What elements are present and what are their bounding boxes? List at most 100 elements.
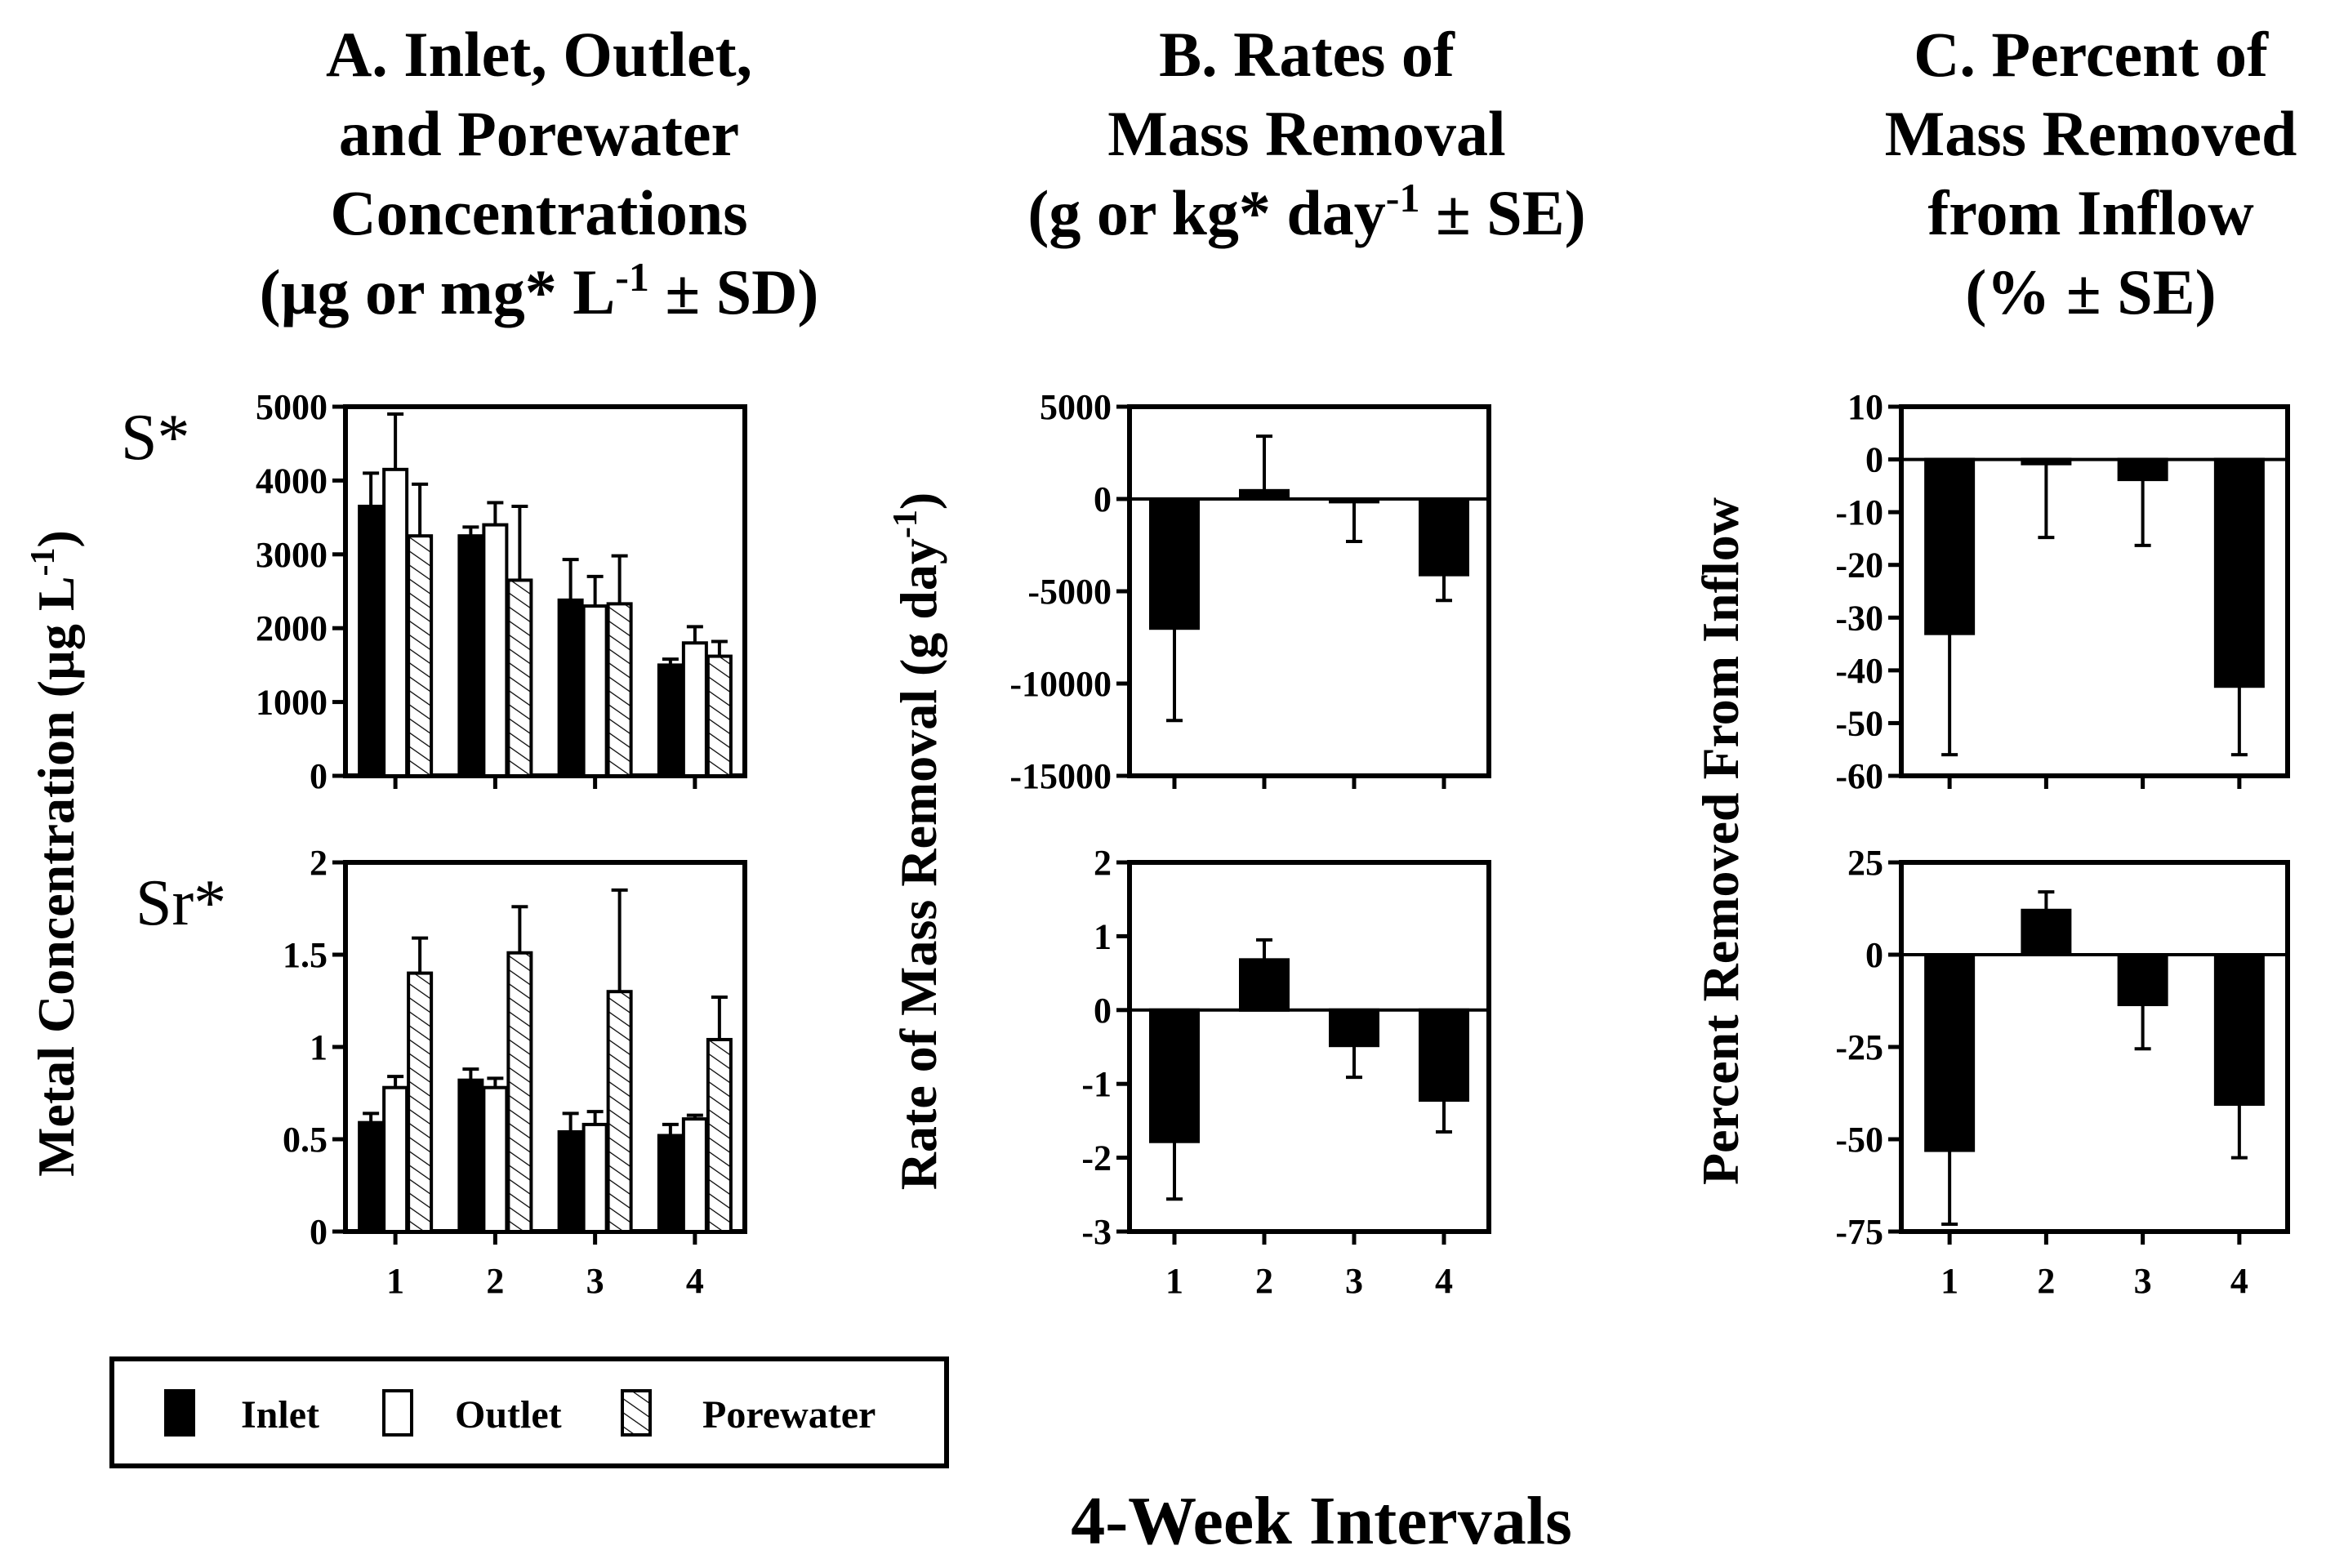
x-tick-label: 4 [1435, 1261, 1453, 1301]
legend-label-porewater: Porewater [702, 1393, 876, 1437]
bar-inlet-4 [657, 663, 684, 778]
element-label-Sr: Sr* [136, 867, 226, 939]
x-tick-label: 1 [1165, 1261, 1183, 1301]
bar-1 [1149, 497, 1200, 630]
y-tick-label: 0 [1094, 991, 1112, 1031]
bar-porewater-3 [606, 602, 633, 777]
y-axis-label-B-tail: ) [889, 492, 947, 510]
bar-4 [2213, 457, 2265, 688]
bar-inlet-3 [557, 1129, 584, 1233]
plot-frame [343, 404, 747, 778]
y-tick-label: -3 [1081, 1212, 1112, 1252]
plot-frame [1899, 404, 2290, 778]
legend-label-outlet: Outlet [455, 1393, 562, 1437]
legend-swatch-outlet [382, 1389, 413, 1437]
title-A-line4: (µg or mg* L-1 ± SD) [260, 254, 819, 327]
title-B-line3-sup: -1 [1386, 175, 1420, 220]
element-label-S: S* [121, 402, 190, 474]
bar-3 [2117, 953, 2168, 1007]
chart-B-S: -15000 -10000 -5000 0 5000 [1009, 387, 1491, 796]
x-tick-label: 3 [2134, 1261, 2152, 1301]
bar-1 [1149, 1008, 1200, 1143]
y-tick-label: -20 [1835, 546, 1883, 586]
y-axis-label-A: Metal Concentration (µg L-1) [25, 530, 85, 1177]
title-C-line4: (% ± SE) [1965, 256, 2216, 327]
y-tick-label: 0 [310, 756, 328, 796]
y-tick-label: -1 [1081, 1064, 1112, 1104]
legend-swatch-porewater [621, 1389, 652, 1437]
y-tick-label: 0 [1094, 479, 1112, 519]
bar-outlet-4 [681, 641, 708, 778]
bar-porewater-2 [506, 951, 533, 1233]
bar-outlet-3 [582, 1122, 608, 1234]
y-tick-label: 1000 [256, 683, 328, 723]
bar-outlet-1 [382, 1085, 409, 1233]
bar-porewater-1 [407, 971, 434, 1233]
chart-B-Sr: -3 -2 -1 0 1 2 1 2 3 4 [1081, 843, 1491, 1301]
x-tick-label: 1 [386, 1261, 404, 1301]
title-C: C. Percent of Mass Removed from Inflow (… [1885, 19, 2297, 327]
chart-C-S: -60 -50 -40 -30 -20 -10 0 10 [1835, 387, 2290, 796]
bar-inlet-4 [657, 1134, 684, 1233]
bar-porewater-4 [706, 1037, 733, 1233]
y-tick-label: 5000 [256, 387, 328, 427]
title-A-line3: Concentrations [330, 177, 747, 248]
x-tick-label: 3 [1345, 1261, 1363, 1301]
y-axis-label-B-sup: -1 [887, 510, 925, 538]
bar-3 [1329, 497, 1379, 504]
title-A-line4-tail: ± SD) [649, 256, 819, 327]
bar-2 [2021, 457, 2072, 466]
y-tick-label: 4000 [256, 461, 328, 501]
y-axis-label-A-main: Metal Concentration (µg L [27, 576, 85, 1176]
y-tick-label: 2 [1094, 843, 1112, 883]
y-tick-label: 0 [1865, 935, 1883, 975]
y-tick-label: -75 [1835, 1212, 1883, 1252]
title-C-line3: from Inflow [1927, 177, 2253, 248]
x-tick-label: 4 [686, 1261, 704, 1301]
bar-porewater-1 [407, 534, 434, 777]
title-B-line3-tail: ± SE) [1419, 177, 1585, 248]
chart-A-Sr: 0 0.5 1 1.5 2 1 2 3 4 [283, 843, 747, 1301]
legend: Inlet Outlet Porewater [109, 1356, 949, 1468]
title-B-line1: B. Rates of [1159, 19, 1455, 90]
y-tick-label: 2 [310, 843, 328, 883]
bar-2 [2021, 908, 2072, 957]
y-tick-label: 1 [310, 1027, 328, 1067]
bar-outlet-2 [482, 523, 509, 777]
y-tick-label: -30 [1835, 598, 1883, 638]
bar-1 [1924, 953, 1976, 1152]
bar-outlet-2 [482, 1085, 509, 1233]
y-tick-label: 0 [310, 1212, 328, 1252]
y-tick-label: -10 [1835, 492, 1883, 532]
y-tick-label: 0 [1865, 440, 1883, 480]
plot-frame [1127, 860, 1491, 1234]
y-tick-label: -50 [1835, 703, 1883, 743]
x-tick-label: 2 [1255, 1261, 1273, 1301]
title-B-line2: Mass Removal [1107, 98, 1505, 169]
bar-1 [1924, 457, 1976, 635]
legend-swatch-inlet [164, 1389, 195, 1437]
y-tick-label: 1.5 [283, 935, 328, 975]
title-B: B. Rates of Mass Removal (g or kg* day-1… [1027, 19, 1585, 248]
y-tick-label: -50 [1835, 1120, 1883, 1160]
bar-3 [1329, 1008, 1379, 1048]
y-axis-label-C: Percent Removed From Inflow [1691, 497, 1749, 1185]
x-tick-label: 2 [486, 1261, 504, 1301]
bar-inlet-2 [457, 1078, 484, 1234]
legend-label-inlet: Inlet [241, 1393, 319, 1437]
title-A: A. Inlet, Outlet, and Porewater Concentr… [260, 19, 819, 327]
bar-porewater-4 [706, 654, 733, 777]
title-C-line1: C. Percent of [1914, 19, 2269, 90]
y-tick-label: 25 [1847, 843, 1883, 883]
y-tick-label: 10 [1847, 387, 1883, 427]
y-tick-label: -15000 [1009, 756, 1112, 796]
bar-3 [2117, 457, 2168, 482]
y-tick-label: -5000 [1027, 572, 1112, 612]
bar-outlet-3 [582, 604, 608, 778]
y-axis-label-A-sup: -1 [25, 547, 62, 576]
y-tick-label: 0.5 [283, 1120, 328, 1160]
y-axis-label-B: Rate of Mass Removal (g day-1) [887, 492, 947, 1190]
bar-outlet-4 [681, 1117, 708, 1234]
bar-2 [1239, 488, 1290, 501]
